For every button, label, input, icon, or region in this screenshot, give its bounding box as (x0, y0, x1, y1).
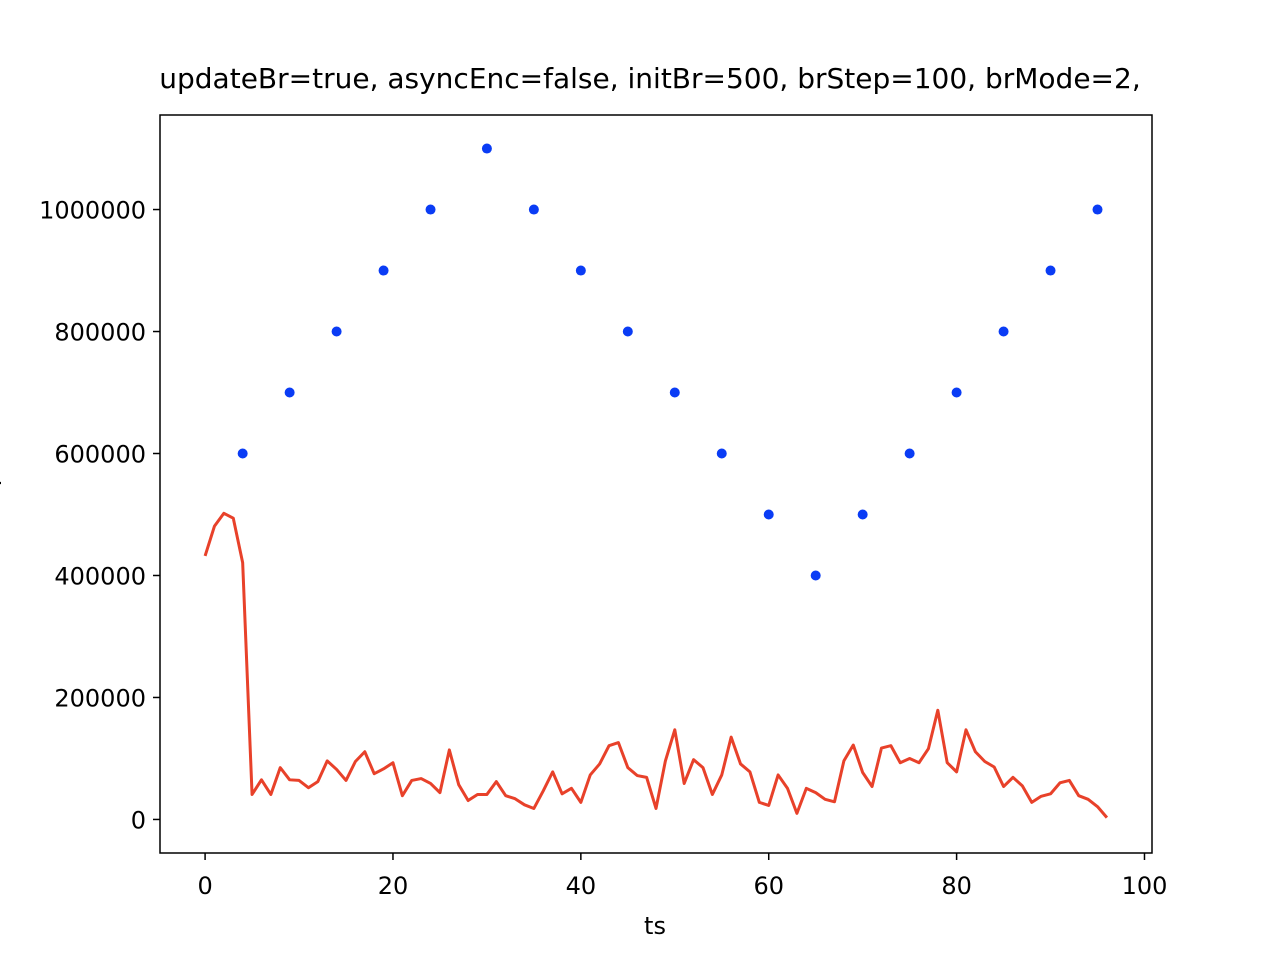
point (528, 204, 539, 215)
point (284, 387, 295, 398)
x-tick-label: 40 (566, 872, 597, 900)
point (763, 509, 774, 520)
point (857, 509, 868, 520)
point (1092, 204, 1103, 215)
y-tick-label: 400000 (54, 562, 146, 590)
y-tick-label: 200000 (54, 684, 146, 712)
point (810, 570, 821, 581)
y-tick-label: 600000 (54, 441, 146, 469)
x-tick-label: 0 (197, 872, 212, 900)
x-tick-label: 100 (1122, 872, 1168, 900)
y-axis-label: bps (0, 459, 2, 502)
point (378, 265, 389, 276)
line (203, 511, 1109, 819)
y-tick-label: 1000000 (39, 197, 146, 225)
point (425, 204, 436, 215)
plot-frame (159, 114, 1153, 854)
x-tick-label: 80 (941, 872, 972, 900)
y-tick-label: 800000 (54, 319, 146, 347)
point (622, 326, 633, 337)
point (669, 387, 680, 398)
point (1045, 265, 1056, 276)
point (331, 326, 342, 337)
point (904, 448, 915, 459)
point (951, 387, 962, 398)
point (716, 448, 727, 459)
y-tick-label: 0 (131, 806, 146, 834)
point (237, 448, 248, 459)
chart-title: updateBr=true, asyncEnc=false, initBr=50… (159, 62, 1140, 95)
x-tick-label: 20 (378, 872, 409, 900)
x-tick-label: 60 (753, 872, 784, 900)
point (481, 143, 492, 154)
x-axis-label: ts (644, 912, 666, 940)
point (998, 326, 1009, 337)
point (575, 265, 586, 276)
